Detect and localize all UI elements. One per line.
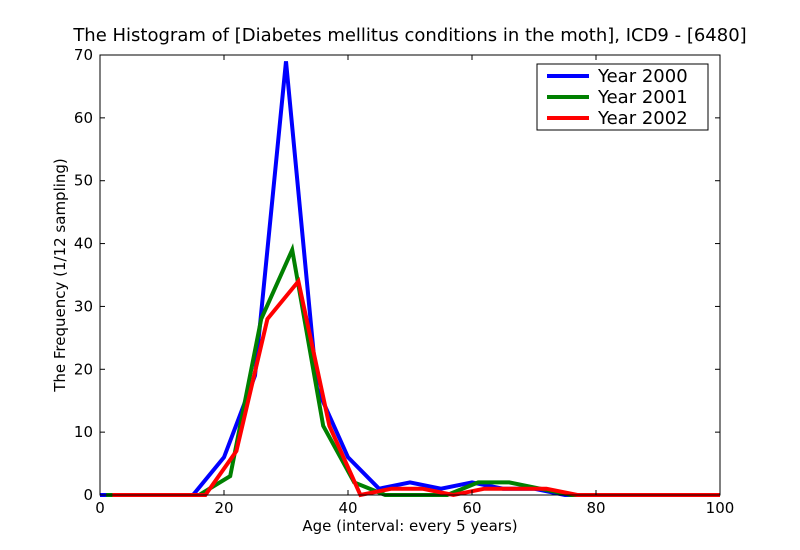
series-line-1	[106, 243, 720, 497]
x-tick-label: 80	[586, 499, 605, 517]
y-tick-label: 70	[74, 46, 93, 64]
y-tick-label: 10	[74, 423, 93, 441]
plot-frame	[99, 54, 721, 496]
legend-label: Year 2002	[597, 108, 688, 129]
series-line-2	[112, 276, 720, 498]
y-tick-label: 0	[83, 486, 93, 504]
x-tick-label: 100	[706, 499, 735, 517]
legend-label: Year 2000	[597, 66, 688, 87]
x-axis-label: Age (interval: every 5 years)	[302, 517, 517, 535]
axis-ticks: 0 20 40 60 80 100 0 10 20 30 40 50 60 70	[74, 46, 734, 517]
x-tick-label: 0	[95, 499, 105, 517]
y-tick-label: 30	[74, 297, 93, 315]
x-tick-label: 60	[462, 499, 481, 517]
y-tick-label: 20	[74, 360, 93, 378]
y-tick-label: 60	[74, 109, 93, 127]
chart-title: The Histogram of [Diabetes mellitus cond…	[72, 25, 746, 46]
legend-label: Year 2001	[597, 87, 688, 108]
x-tick-label: 20	[214, 499, 233, 517]
y-tick-label: 40	[74, 235, 93, 253]
x-tick-label: 40	[338, 499, 357, 517]
y-axis-label: The Frequency (1/12 sampling)	[51, 158, 69, 393]
y-tick-label: 50	[74, 172, 93, 190]
